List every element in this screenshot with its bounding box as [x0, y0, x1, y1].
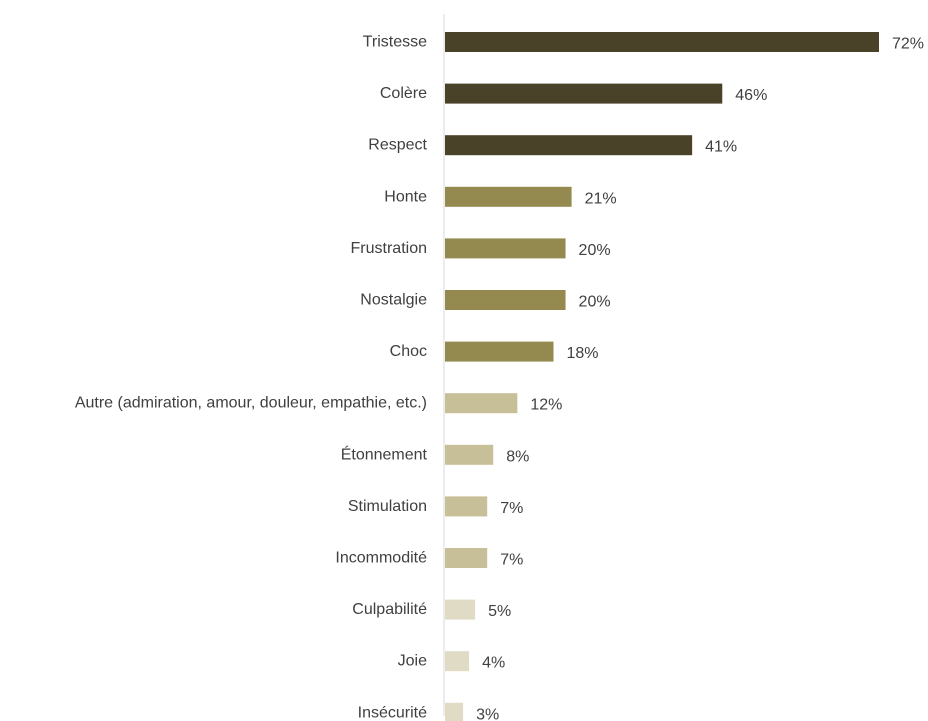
- bar: [445, 548, 488, 568]
- bar: [445, 341, 554, 362]
- bar: [445, 32, 879, 52]
- category-label: Tristesse: [363, 34, 427, 51]
- category-label: Joie: [398, 653, 427, 670]
- bar: [445, 599, 476, 620]
- bar: [445, 496, 488, 517]
- category-label: Culpabilité: [352, 601, 427, 618]
- bar: [445, 186, 572, 207]
- category-label: Autre (admiration, amour, douleur, empat…: [75, 395, 427, 412]
- value-label: 21%: [585, 190, 617, 207]
- bar: [445, 83, 723, 104]
- bar: [445, 238, 566, 259]
- value-labels: 72% 46% 41% 21% 20% 20% 18% 12% 8% 7% 7% 5% 4% 3%: [476, 36, 924, 721]
- value-label: 20%: [579, 294, 611, 311]
- value-label: 4%: [482, 655, 505, 672]
- category-label: Étonnement: [341, 444, 428, 463]
- category-label: Incommodité: [335, 550, 427, 567]
- bar: [445, 444, 494, 465]
- value-label: 3%: [476, 706, 499, 721]
- value-label: 7%: [500, 552, 523, 569]
- value-label: 5%: [488, 603, 511, 620]
- category-label: Respect: [368, 137, 427, 154]
- bar: [445, 651, 470, 672]
- value-label: 20%: [579, 242, 611, 259]
- value-label: 12%: [530, 397, 562, 414]
- category-label: Honte: [384, 188, 427, 205]
- value-label: 46%: [735, 87, 767, 104]
- category-label: Nostalgie: [360, 292, 427, 309]
- category-labels: Tristesse Colère Respect Honte Frustration No…: [75, 34, 428, 721]
- bar: [445, 393, 518, 414]
- value-label: 41%: [705, 139, 737, 156]
- bar: [445, 135, 693, 156]
- category-label: Choc: [390, 343, 427, 360]
- category-label: Stimulation: [348, 498, 427, 515]
- bar: [445, 702, 464, 721]
- bars-layer: [445, 32, 879, 721]
- value-label: 7%: [500, 500, 523, 517]
- category-label: Frustration: [351, 240, 427, 257]
- category-label: Insécurité: [358, 704, 427, 721]
- value-label: 8%: [506, 448, 529, 465]
- value-label: 18%: [567, 345, 599, 362]
- bar: [445, 290, 566, 310]
- category-label: Colère: [380, 85, 427, 102]
- value-label: 72%: [892, 36, 924, 53]
